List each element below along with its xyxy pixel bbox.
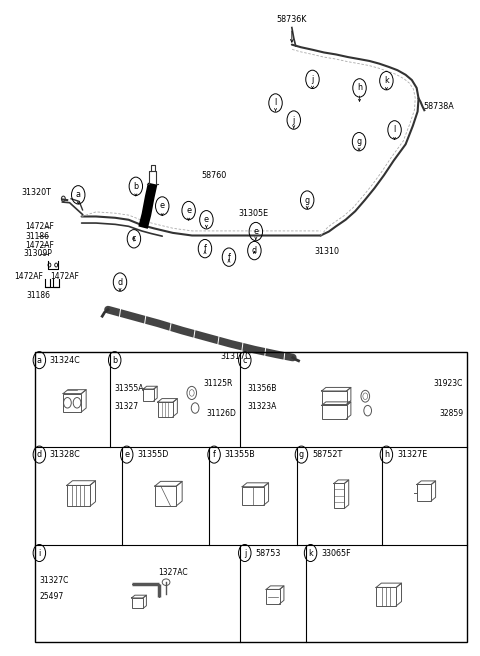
Text: h: h [357, 83, 362, 92]
Text: 31126D: 31126D [206, 409, 236, 419]
Text: 31305E: 31305E [239, 209, 269, 218]
Bar [417, 484, 432, 501]
Text: e: e [124, 450, 129, 459]
Text: 58760: 58760 [202, 171, 227, 180]
Text: 31324C: 31324C [50, 356, 81, 365]
Text: e: e [253, 227, 258, 236]
Text: j: j [244, 548, 246, 558]
Text: 31923C: 31923C [434, 379, 463, 388]
Bar [242, 487, 264, 505]
Text: j: j [293, 115, 295, 125]
Text: h: h [384, 450, 389, 459]
Bar [155, 486, 176, 506]
Text: 31328C: 31328C [50, 450, 81, 459]
Text: 31317C: 31317C [221, 352, 252, 361]
Text: 25497: 25497 [39, 592, 64, 602]
Bar [143, 389, 154, 401]
Text: 33065F: 33065F [321, 548, 351, 558]
Bar [322, 405, 347, 419]
Text: k: k [308, 548, 313, 558]
Bar [376, 588, 396, 606]
Text: k: k [384, 76, 389, 85]
Text: 31310: 31310 [314, 247, 339, 256]
Bar [266, 589, 279, 604]
Text: d: d [37, 450, 42, 459]
Text: e: e [186, 206, 191, 215]
Text: e: e [160, 201, 165, 211]
Text: b: b [133, 182, 138, 191]
Text: j: j [312, 75, 313, 84]
Text: 31186: 31186 [25, 232, 49, 241]
Text: 58738A: 58738A [424, 102, 455, 111]
Text: i: i [38, 548, 40, 558]
Text: 1472AF: 1472AF [25, 241, 54, 250]
Text: e: e [204, 215, 209, 224]
Text: b: b [112, 356, 117, 365]
Text: 31186: 31186 [26, 291, 50, 300]
Bar [35, 352, 467, 642]
Text: d: d [118, 277, 122, 287]
Text: 31125R: 31125R [204, 379, 233, 388]
Text: c: c [132, 234, 136, 243]
Text: 31355B: 31355B [225, 450, 255, 459]
Bar [132, 598, 143, 609]
Text: 31355A: 31355A [115, 384, 144, 393]
Text: c: c [242, 356, 247, 365]
Text: 31355D: 31355D [137, 450, 168, 459]
Text: f: f [228, 253, 230, 262]
Text: 58752T: 58752T [312, 450, 342, 459]
Text: 32859: 32859 [439, 409, 463, 419]
Text: g: g [299, 450, 304, 459]
Text: d: d [252, 246, 257, 255]
Text: 1472AF: 1472AF [25, 222, 54, 232]
Text: 1472AF: 1472AF [50, 272, 79, 281]
Bar [334, 483, 345, 508]
Text: a: a [37, 356, 42, 365]
Text: g: g [305, 195, 310, 205]
Text: 31309P: 31309P [23, 249, 52, 258]
Text: 31356B: 31356B [248, 384, 277, 393]
Text: 58753: 58753 [255, 548, 281, 558]
Text: 1327AC: 1327AC [158, 567, 188, 577]
Text: 58736K: 58736K [276, 15, 307, 24]
Text: f: f [204, 244, 206, 253]
Text: f: f [213, 450, 216, 459]
Text: 31327C: 31327C [39, 576, 69, 585]
Text: l: l [394, 125, 396, 134]
Bar [63, 394, 82, 412]
Text: 1472AF: 1472AF [14, 272, 43, 281]
Text: g: g [357, 137, 361, 146]
Bar [322, 391, 347, 404]
Bar [157, 402, 173, 417]
Text: 31327E: 31327E [397, 450, 427, 459]
Text: 31327: 31327 [115, 402, 139, 411]
Text: 31320T: 31320T [22, 188, 51, 197]
Text: l: l [275, 98, 276, 108]
Text: a: a [76, 190, 81, 199]
Bar [67, 485, 90, 506]
Text: 31323A: 31323A [248, 402, 277, 411]
